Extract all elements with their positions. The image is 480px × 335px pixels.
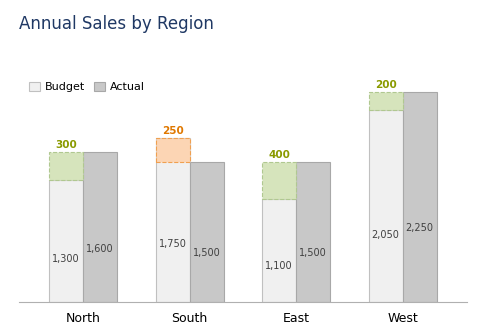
Text: 2,050: 2,050 [371,229,399,240]
Bar [262,161,296,199]
Bar [155,138,189,302]
Text: 1,500: 1,500 [192,248,220,258]
Text: Annual Sales by Region: Annual Sales by Region [19,15,214,33]
Bar [155,138,189,161]
Bar [368,91,402,110]
Text: 2,250: 2,250 [405,223,433,233]
Text: 1,500: 1,500 [299,248,326,258]
Text: 400: 400 [268,150,289,160]
Text: 1,300: 1,300 [52,254,80,264]
Bar [189,161,223,302]
Bar [49,180,83,302]
Legend: Budget, Actual: Budget, Actual [25,77,149,96]
Bar [49,152,83,180]
Bar [262,199,296,302]
Bar [402,91,436,302]
Bar [368,110,402,302]
Bar [83,152,117,302]
Text: 200: 200 [374,80,396,90]
Text: 300: 300 [55,140,77,150]
Text: 1,600: 1,600 [86,244,114,254]
Text: 1,750: 1,750 [158,239,186,249]
Bar [296,161,330,302]
Text: 250: 250 [161,126,183,136]
Text: 1,100: 1,100 [265,261,292,271]
